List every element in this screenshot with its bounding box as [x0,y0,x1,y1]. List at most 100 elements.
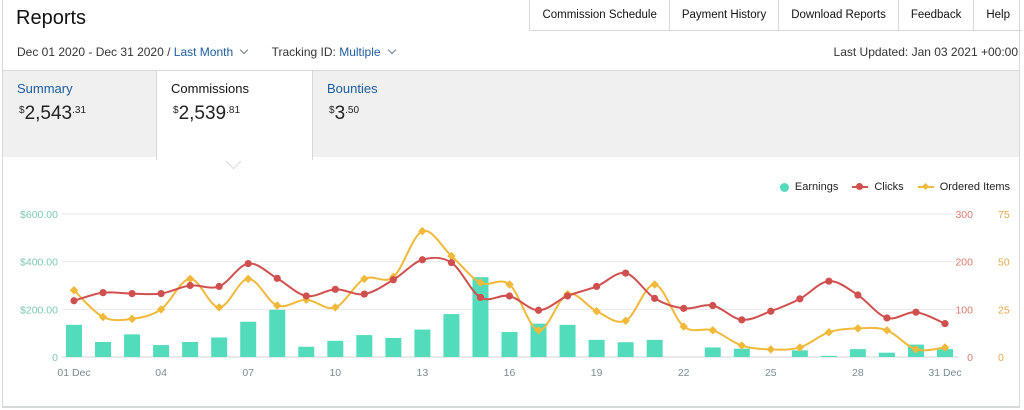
earnings-bar [298,346,315,357]
clicks-point [447,259,456,267]
x-axis-tick: 10 [329,367,341,379]
ordered-items-point [272,301,282,310]
y-axis-left-tick: $600.00 [20,209,58,221]
bottom-divider [3,406,1019,407]
ordered-items-point [360,274,369,284]
ordered-items-point [592,306,601,316]
tracking-id-dropdown[interactable]: Multiple [339,45,398,59]
earnings-bar [356,335,373,357]
earnings-bar [501,331,518,357]
legend-ordered-items[interactable]: Ordered Items [917,181,1010,193]
y-axis-ordered-tick: 50 [998,257,1010,269]
x-axis-tick: 31 Dec [928,367,961,379]
clicks-point [273,274,281,282]
tab-bounties[interactable]: Bounties $3.50 [313,71,473,157]
earnings-bar [327,340,344,357]
earnings-bar [530,323,547,357]
clicks-point [622,269,630,277]
tab-summary[interactable]: Summary $2,543.31 [3,71,156,157]
earnings-bar [588,339,605,357]
ordered-items-point [853,324,863,333]
amount-cents: .81 [226,105,241,116]
earnings-bar [124,334,141,357]
y-axis-clicks-tick: 300 [955,209,973,221]
clicks-point [505,292,514,300]
ordered-items-point [69,286,79,295]
earnings-bar [559,324,576,357]
x-axis-tick: 19 [591,367,603,379]
currency-symbol: $ [329,105,335,116]
amount-cents: .31 [72,105,87,116]
clicks-point [912,308,920,316]
tab-bounties-value: $3.50 [329,103,359,125]
clicks-point [651,294,659,302]
clicks-point [360,290,368,298]
ordered-items-point [940,343,950,352]
earnings-bar [646,339,663,357]
earnings-bar [211,337,228,357]
legend-earnings[interactable]: Earnings [779,181,839,193]
earnings-bar [937,349,953,357]
clicks-point [854,291,862,299]
period-dropdown[interactable]: Last Month [174,45,251,59]
ordered-items-point [418,226,427,236]
ordered-items-point [243,274,253,284]
ordered-items-point [534,326,543,335]
clicks-point [186,281,194,290]
payment-history-link[interactable]: Payment History [668,0,778,30]
clicks-point [476,293,485,302]
earnings-bar [66,324,82,357]
x-axis-tick: 22 [678,367,690,379]
clicks-point [418,256,426,264]
clicks-point [331,285,339,293]
legend-earnings-label: Earnings [794,181,839,193]
legend-clicks[interactable]: Clicks [852,181,904,193]
earnings-bar [878,352,895,357]
clicks-point [825,277,833,285]
ordered-items-point [98,312,108,322]
ordered-items-point [708,326,717,335]
earnings-bar [733,348,750,357]
earnings-bar [95,341,112,357]
help-link[interactable]: Help [973,0,1022,30]
clicks-point [593,282,601,291]
y-axis-clicks-tick: 0 [967,352,973,364]
commission-schedule-link[interactable]: Commission Schedule [529,0,668,30]
clicks-point [563,292,572,300]
download-reports-link[interactable]: Download Reports [778,0,898,30]
earnings-bar [472,277,489,357]
ordered-items-point [331,303,340,312]
clicks-point [157,290,165,298]
clicks-point [128,290,136,298]
tab-summary-label: Summary [17,81,73,96]
earnings-swatch [779,182,789,192]
clicks-point [389,276,397,284]
ordered-items-swatch [917,182,934,192]
ordered-items-point [679,322,688,331]
feedback-link[interactable]: Feedback [897,0,974,30]
summary-tabs: Summary $2,543.31 Commissions $2,539.81 … [3,70,1019,160]
last-updated: Last Updated: Jan 03 2021 +00:00 [833,45,1018,59]
clicks-point [215,282,223,291]
clicks-point [99,289,107,297]
tracking-id-value: Multiple [339,45,381,59]
clicks-point [534,306,543,314]
clicks-point [709,301,717,310]
y-axis-clicks-tick: 200 [955,257,973,269]
tab-commissions[interactable]: Commissions $2,539.81 [156,71,313,160]
ordered-items-point [650,280,659,289]
earnings-bar [791,350,808,357]
amount-whole: 2,539 [178,103,227,124]
legend-clicks-label: Clicks [874,181,904,193]
ordered-items-point [766,345,776,354]
earnings-bar [240,321,257,357]
ordered-items-point [737,341,747,350]
ordered-items-point [185,274,195,284]
clicks-point [767,307,775,315]
tab-commissions-value: $2,539.81 [173,103,240,125]
y-axis-left-tick: $400.00 [20,257,58,269]
ordered-items-point [476,278,485,287]
x-axis-tick: 01 Dec [57,367,90,379]
ordered-items-point [824,327,834,337]
